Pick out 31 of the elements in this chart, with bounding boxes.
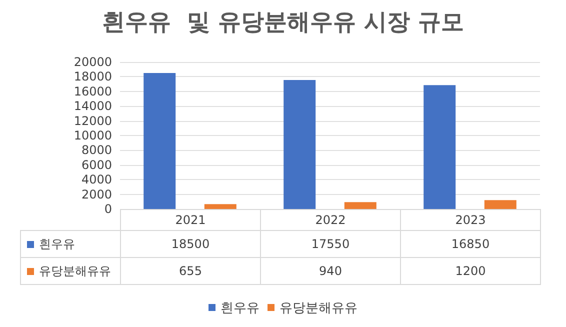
bar <box>484 200 516 209</box>
y-tick-label: 0 <box>104 202 112 216</box>
y-tick-label: 6000 <box>81 158 112 172</box>
bar <box>424 85 456 209</box>
y-tick-label: 16000 <box>74 84 112 98</box>
y-tick-label: 10000 <box>74 128 112 142</box>
y-tick-label: 8000 <box>81 143 112 158</box>
data-label: 1200 <box>400 258 540 284</box>
y-tick-label: 14000 <box>74 99 112 114</box>
legend-label: 흰우유 <box>20 230 120 258</box>
data-label: 16850 <box>400 230 540 258</box>
legend-label: 유당분해유유 <box>280 300 358 315</box>
text: 흰우유 <box>220 300 260 315</box>
data-label: 18500 <box>120 230 260 258</box>
data-label: 940 <box>260 258 400 284</box>
bar <box>144 73 176 209</box>
x-tick-label: 2023 <box>400 210 540 230</box>
bar <box>344 202 376 209</box>
y-tick-label: 4000 <box>81 172 112 187</box>
data-label: 17550 <box>260 230 400 258</box>
chart-title: 흰우유 및 유당분해우유 시장 규모 <box>102 10 464 36</box>
data-label: 655 <box>120 258 260 284</box>
y-tick-label: 12000 <box>74 114 112 128</box>
bar <box>284 80 316 209</box>
y-tick-label: 18000 <box>74 70 112 84</box>
x-tick-label: 2021 <box>120 210 260 230</box>
y-tick-label: 20000 <box>74 55 112 69</box>
text: 유당분해유유 <box>39 264 111 278</box>
x-tick-label: 2022 <box>260 210 400 230</box>
y-tick-label: 2000 <box>81 187 112 202</box>
bar <box>204 204 236 209</box>
